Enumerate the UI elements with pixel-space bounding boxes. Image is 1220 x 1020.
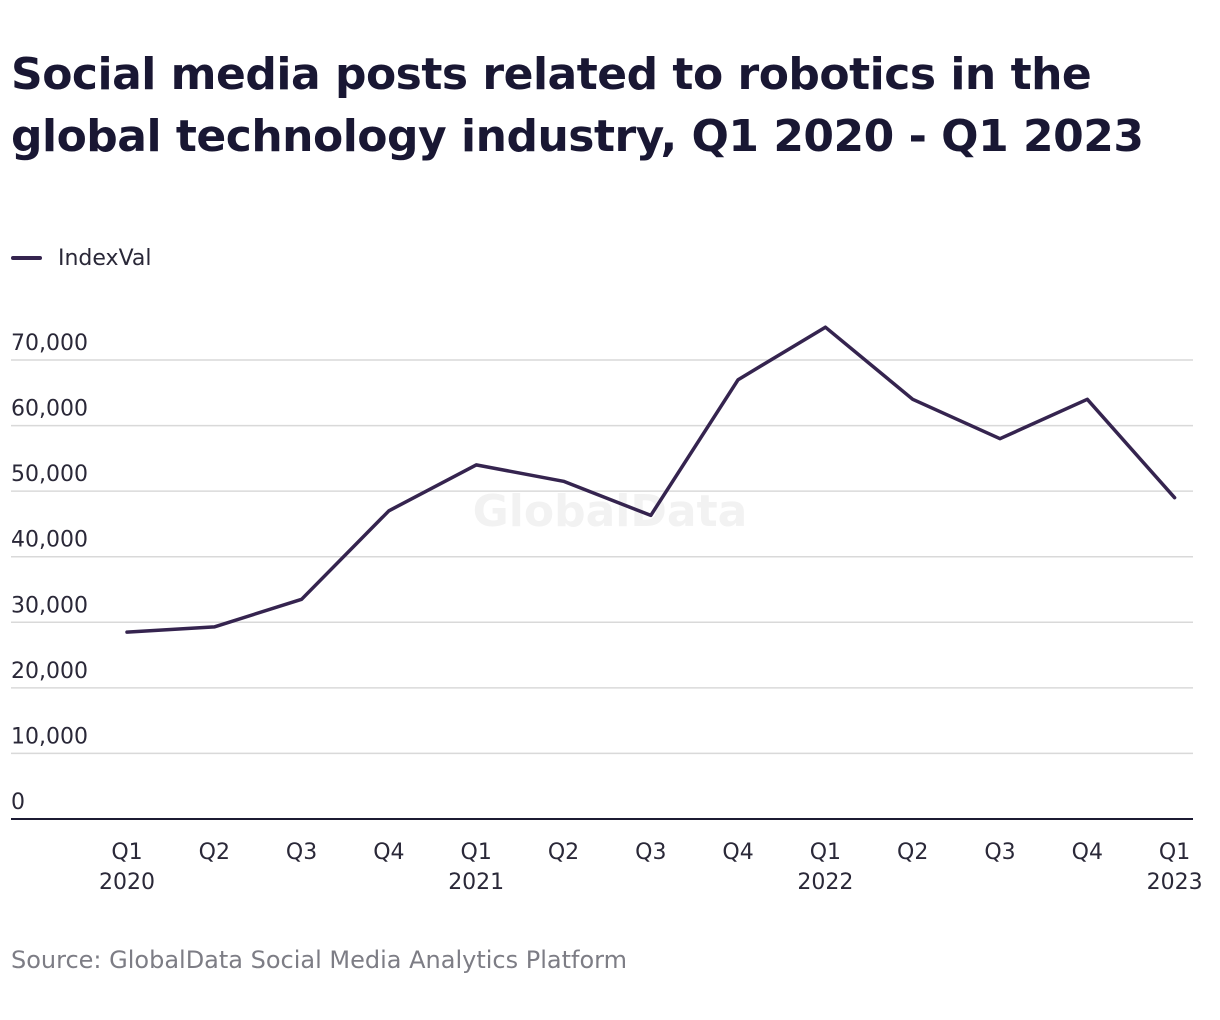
y-tick-label: 10,000 — [11, 724, 88, 749]
source-note: Source: GlobalData Social Media Analytic… — [11, 946, 627, 974]
y-tick-label: 60,000 — [11, 397, 88, 422]
x-tick-label: Q3 — [635, 840, 666, 865]
x-tick-label: Q4 — [1072, 840, 1103, 865]
x-tick-label: Q1 2022 — [797, 840, 853, 895]
x-tick-label: Q2 — [199, 840, 230, 865]
y-tick-label: 50,000 — [11, 462, 88, 487]
x-tick-label: Q1 2023 — [1147, 840, 1203, 895]
y-tick-label: 40,000 — [11, 528, 88, 553]
legend-line-swatch — [11, 256, 42, 260]
line-chart: GlobalData 0 10,000 20,000 30,000 40,000 50,0… — [11, 325, 1203, 895]
y-tick-label: 0 — [11, 790, 25, 815]
y-tick-label: 70,000 — [11, 331, 88, 356]
series-line-indexval — [125, 325, 1177, 634]
y-axis-ticks: 0 10,000 20,000 30,000 40,000 50,000 60,000 70,… — [11, 331, 88, 815]
legend-label: IndexVal — [58, 245, 152, 271]
x-tick-label: Q2 — [897, 840, 928, 865]
series — [125, 325, 1177, 634]
gridlines — [11, 359, 1193, 755]
x-tick-label: Q3 — [984, 840, 1015, 865]
watermark-text: GlobalData — [473, 486, 748, 537]
y-tick-label: 20,000 — [11, 659, 88, 684]
x-tick-label: Q2 — [548, 840, 579, 865]
x-tick-label: Q4 — [373, 840, 404, 865]
x-tick-label: Q3 — [286, 840, 317, 865]
x-axis-ticks: Q1 2020 Q2 Q3 Q4 Q1 2021 Q2 Q3 Q4 Q1 2022 Q2 Q3 Q4 Q1 20… — [99, 840, 1203, 895]
chart-title: Social media posts related to robotics i… — [11, 49, 1144, 162]
x-tick-label: Q1 2021 — [448, 840, 504, 895]
y-tick-label: 30,000 — [11, 593, 88, 618]
legend: IndexVal — [11, 243, 152, 273]
x-tick-label: Q4 — [722, 840, 753, 865]
x-tick-label: Q1 2020 — [99, 840, 155, 895]
